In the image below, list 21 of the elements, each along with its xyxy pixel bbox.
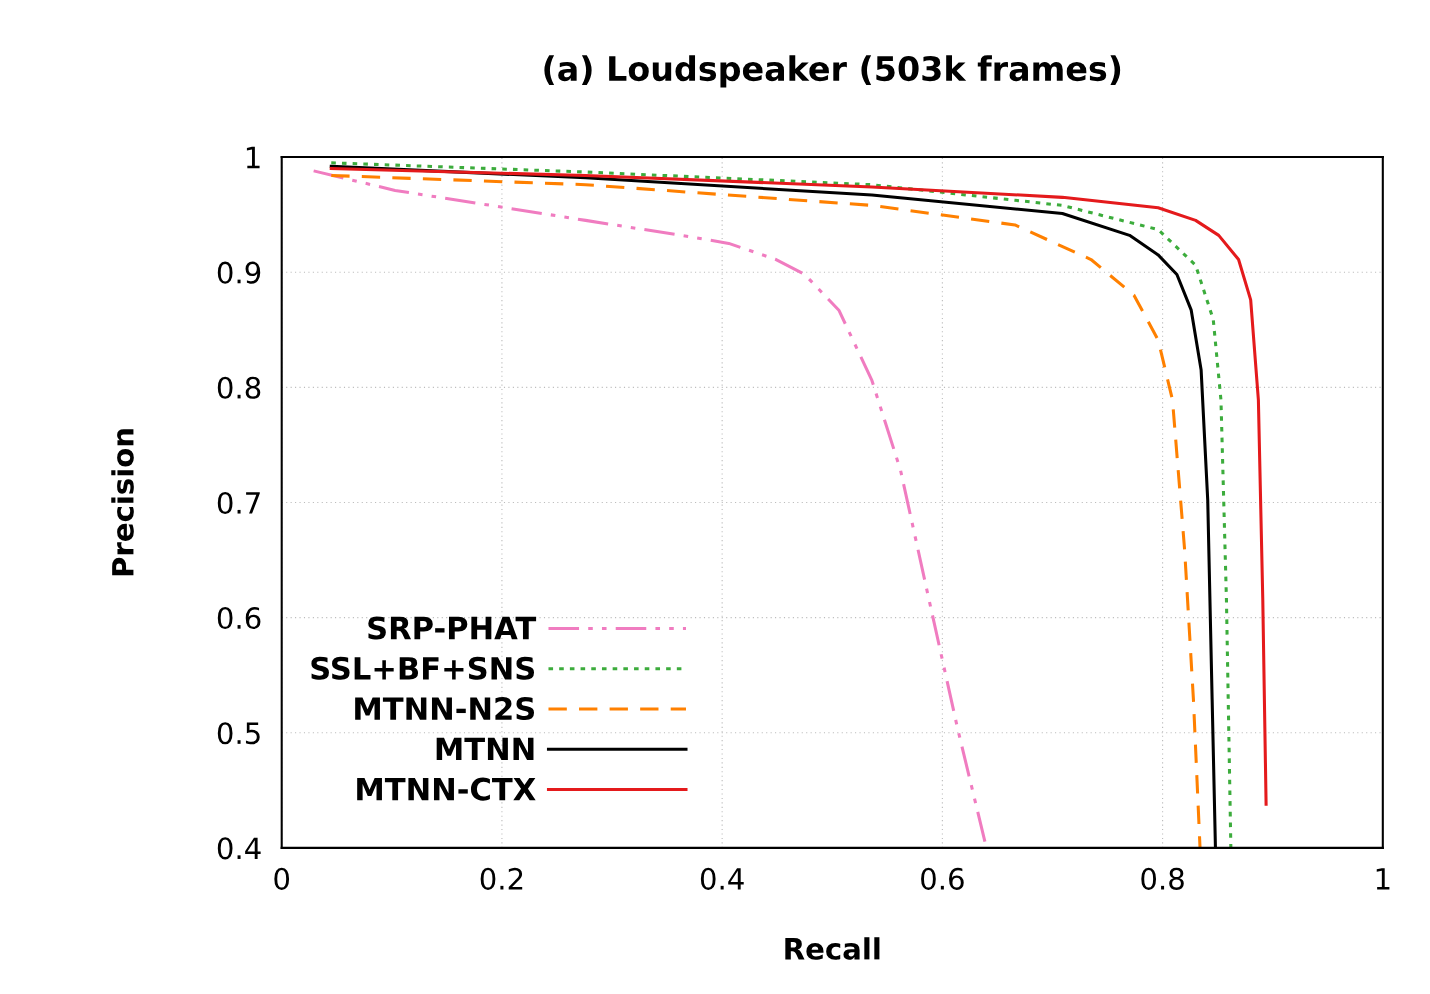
x-tick-label: 0.4	[700, 867, 744, 890]
legend-label: SRP-PHAT	[368, 616, 537, 640]
y-tick-label: 0.6	[217, 607, 261, 630]
legend-label: MTNN	[436, 737, 534, 760]
legend-label: MTNN-CTX	[357, 777, 536, 801]
y-axis-title: Precision	[111, 429, 134, 576]
x-axis-title: Recall	[785, 937, 880, 960]
y-tick-label: 0.8	[217, 376, 261, 399]
x-tick-label: 0.6	[921, 867, 964, 890]
chart-title: (a) Loudspeaker (503k frames)	[544, 55, 1121, 88]
x-tick-label: 0	[274, 867, 290, 890]
legend-label: SSL+BF+SNS	[311, 656, 535, 680]
y-tick-label: 0.9	[217, 261, 261, 284]
y-tick-label: 0.4	[217, 837, 261, 860]
y-tick-label: 1	[246, 146, 260, 169]
legend-label: MTNN-N2S	[355, 697, 535, 721]
y-tick-label: 0.5	[217, 722, 260, 745]
x-tick-label: 0.2	[480, 867, 523, 890]
x-tick-label: 0.8	[1141, 867, 1184, 890]
x-tick-label: 1	[1376, 868, 1390, 890]
y-tick-label: 0.7	[217, 491, 260, 514]
